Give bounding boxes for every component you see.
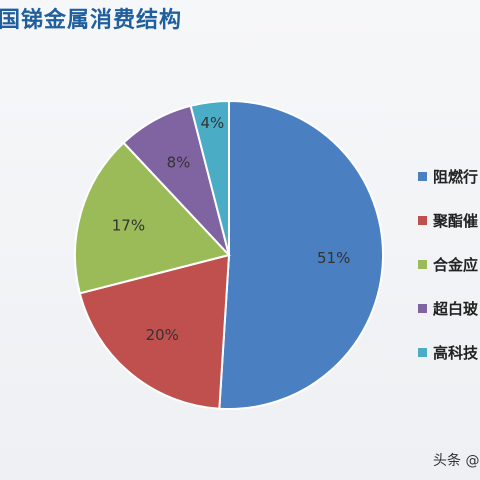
pie-slice <box>189 99 230 256</box>
legend-label: 超白玻 <box>433 299 479 318</box>
legend-item: 合金应 <box>418 252 480 276</box>
legend-swatch <box>418 259 427 269</box>
legend-label: 高科技 <box>433 343 479 362</box>
data-label: 4% <box>201 114 225 132</box>
legend-label: 阻燃行 <box>433 167 479 186</box>
data-label: 8% <box>167 154 191 172</box>
data-label: 51% <box>317 249 350 267</box>
pie-slice <box>218 99 384 410</box>
legend-label: 聚酯催 <box>433 211 479 230</box>
legend-item: 阻燃行 <box>418 164 480 188</box>
legend-item: 高科技 <box>418 340 480 364</box>
legend-swatch <box>418 303 427 313</box>
data-label: 17% <box>112 216 145 234</box>
legend-swatch <box>418 215 427 225</box>
data-label: 20% <box>146 326 179 344</box>
watermark: 头条 @ <box>433 453 480 469</box>
legend: 阻燃行 聚酯催 合金应 超白玻 高科技 <box>418 164 480 384</box>
legend-label: 合金应 <box>433 255 479 274</box>
legend-item: 超白玻 <box>418 296 480 320</box>
pie-slice <box>78 253 231 410</box>
chart-title: 国锑金属消费结构 <box>0 8 183 33</box>
legend-item: 聚酯催 <box>418 208 480 232</box>
legend-swatch <box>418 171 427 181</box>
pie-slice <box>74 141 231 295</box>
legend-swatch <box>418 347 427 357</box>
